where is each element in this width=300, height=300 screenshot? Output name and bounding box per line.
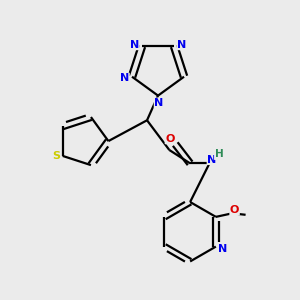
Text: S: S: [52, 151, 60, 161]
Text: N: N: [177, 40, 186, 50]
Text: N: N: [218, 244, 227, 254]
Text: N: N: [207, 154, 216, 164]
Text: N: N: [120, 73, 129, 83]
Text: H: H: [214, 149, 223, 160]
Text: O: O: [230, 205, 239, 215]
Text: O: O: [165, 134, 175, 144]
Text: N: N: [130, 40, 139, 50]
Text: N: N: [154, 98, 164, 108]
